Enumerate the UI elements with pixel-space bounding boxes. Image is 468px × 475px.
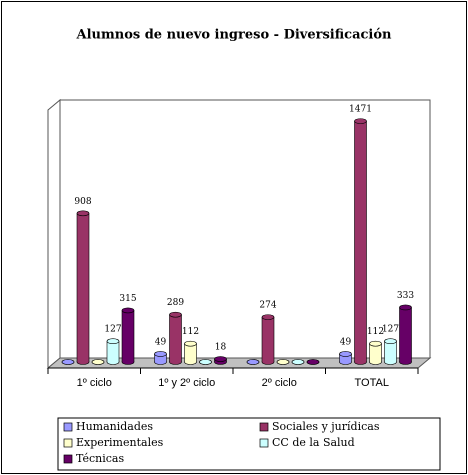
legend [57, 417, 441, 471]
bar [154, 351, 167, 365]
bar-part [169, 314, 182, 362]
data-label: 127 [104, 325, 121, 335]
bar [121, 307, 135, 365]
bar-part [369, 343, 382, 362]
data-label: 274 [259, 301, 276, 311]
bar-part [91, 359, 105, 365]
bar-part [354, 118, 367, 124]
bar [354, 118, 367, 365]
bar-part [354, 121, 367, 362]
bar-part [246, 359, 260, 365]
data-label: 333 [397, 291, 414, 301]
data-label: 908 [74, 197, 91, 207]
legend-label: Experimentales [76, 436, 164, 449]
legend-label: Técnicas [76, 452, 124, 465]
bar-part [107, 341, 119, 362]
data-label: 49 [155, 337, 167, 347]
back-wall [59, 99, 431, 359]
bar-part [199, 359, 212, 365]
left-wall [47, 98, 61, 370]
x-tick-label: 1º y 2º ciclo [158, 377, 215, 389]
data-label: 289 [167, 298, 184, 308]
bar-part [369, 340, 382, 347]
legend-label: Humanidades [76, 420, 153, 433]
data-label: 18 [215, 343, 227, 353]
data-label: 112 [182, 327, 199, 337]
bar-part [184, 343, 197, 362]
x-tick-label: 1º ciclo [77, 377, 112, 389]
bar [291, 359, 305, 365]
bar [306, 359, 320, 365]
bar [339, 351, 352, 365]
bar-part [261, 314, 275, 320]
bar-part [76, 210, 90, 217]
bar-part [399, 307, 412, 362]
x-tick-label: 2º ciclo [262, 377, 297, 389]
data-label: 112 [367, 327, 384, 337]
bar [261, 314, 275, 365]
bar [76, 210, 90, 365]
bar-part [276, 359, 290, 365]
bar [184, 340, 197, 365]
chart-title: Alumnos de nuevo ingreso - Diversificaci… [76, 28, 393, 43]
legend-label: CC de la Salud [272, 436, 355, 449]
bar-part [262, 317, 274, 362]
bar [384, 338, 397, 365]
bar [169, 311, 182, 365]
bar-part [169, 311, 182, 318]
legend-swatch [63, 454, 73, 464]
data-label: 49 [340, 337, 352, 347]
bar-part [121, 307, 135, 314]
bar [91, 359, 105, 365]
legend-label: Sociales y jurídicas [272, 420, 380, 433]
bar-part [184, 340, 197, 347]
data-label: 1471 [349, 105, 372, 115]
bar [399, 304, 412, 365]
bar-part [291, 359, 305, 365]
bar-part [384, 341, 397, 362]
bar [61, 359, 75, 365]
bar-part [154, 351, 167, 357]
bar-part [214, 356, 227, 362]
bar [199, 359, 212, 365]
bar-part [399, 304, 412, 311]
bar [106, 338, 120, 365]
bar-part [339, 351, 352, 357]
bar-part [106, 338, 120, 345]
data-label: 127 [382, 325, 399, 335]
bar [246, 359, 260, 365]
bar-part [384, 338, 397, 345]
bar [369, 340, 382, 365]
bar-part [122, 310, 134, 362]
bar-part [154, 353, 167, 362]
bar [214, 356, 227, 365]
legend-swatch [63, 438, 73, 448]
bar-part [306, 359, 320, 365]
x-tick-label: TOTAL [355, 377, 389, 389]
legend-swatch [259, 422, 269, 432]
bar-part [61, 359, 75, 365]
bar [276, 359, 290, 365]
legend-swatch [63, 422, 73, 432]
bar-part [77, 213, 89, 362]
legend-swatch [259, 438, 269, 448]
data-label: 315 [119, 294, 136, 304]
bar-part [339, 353, 352, 362]
